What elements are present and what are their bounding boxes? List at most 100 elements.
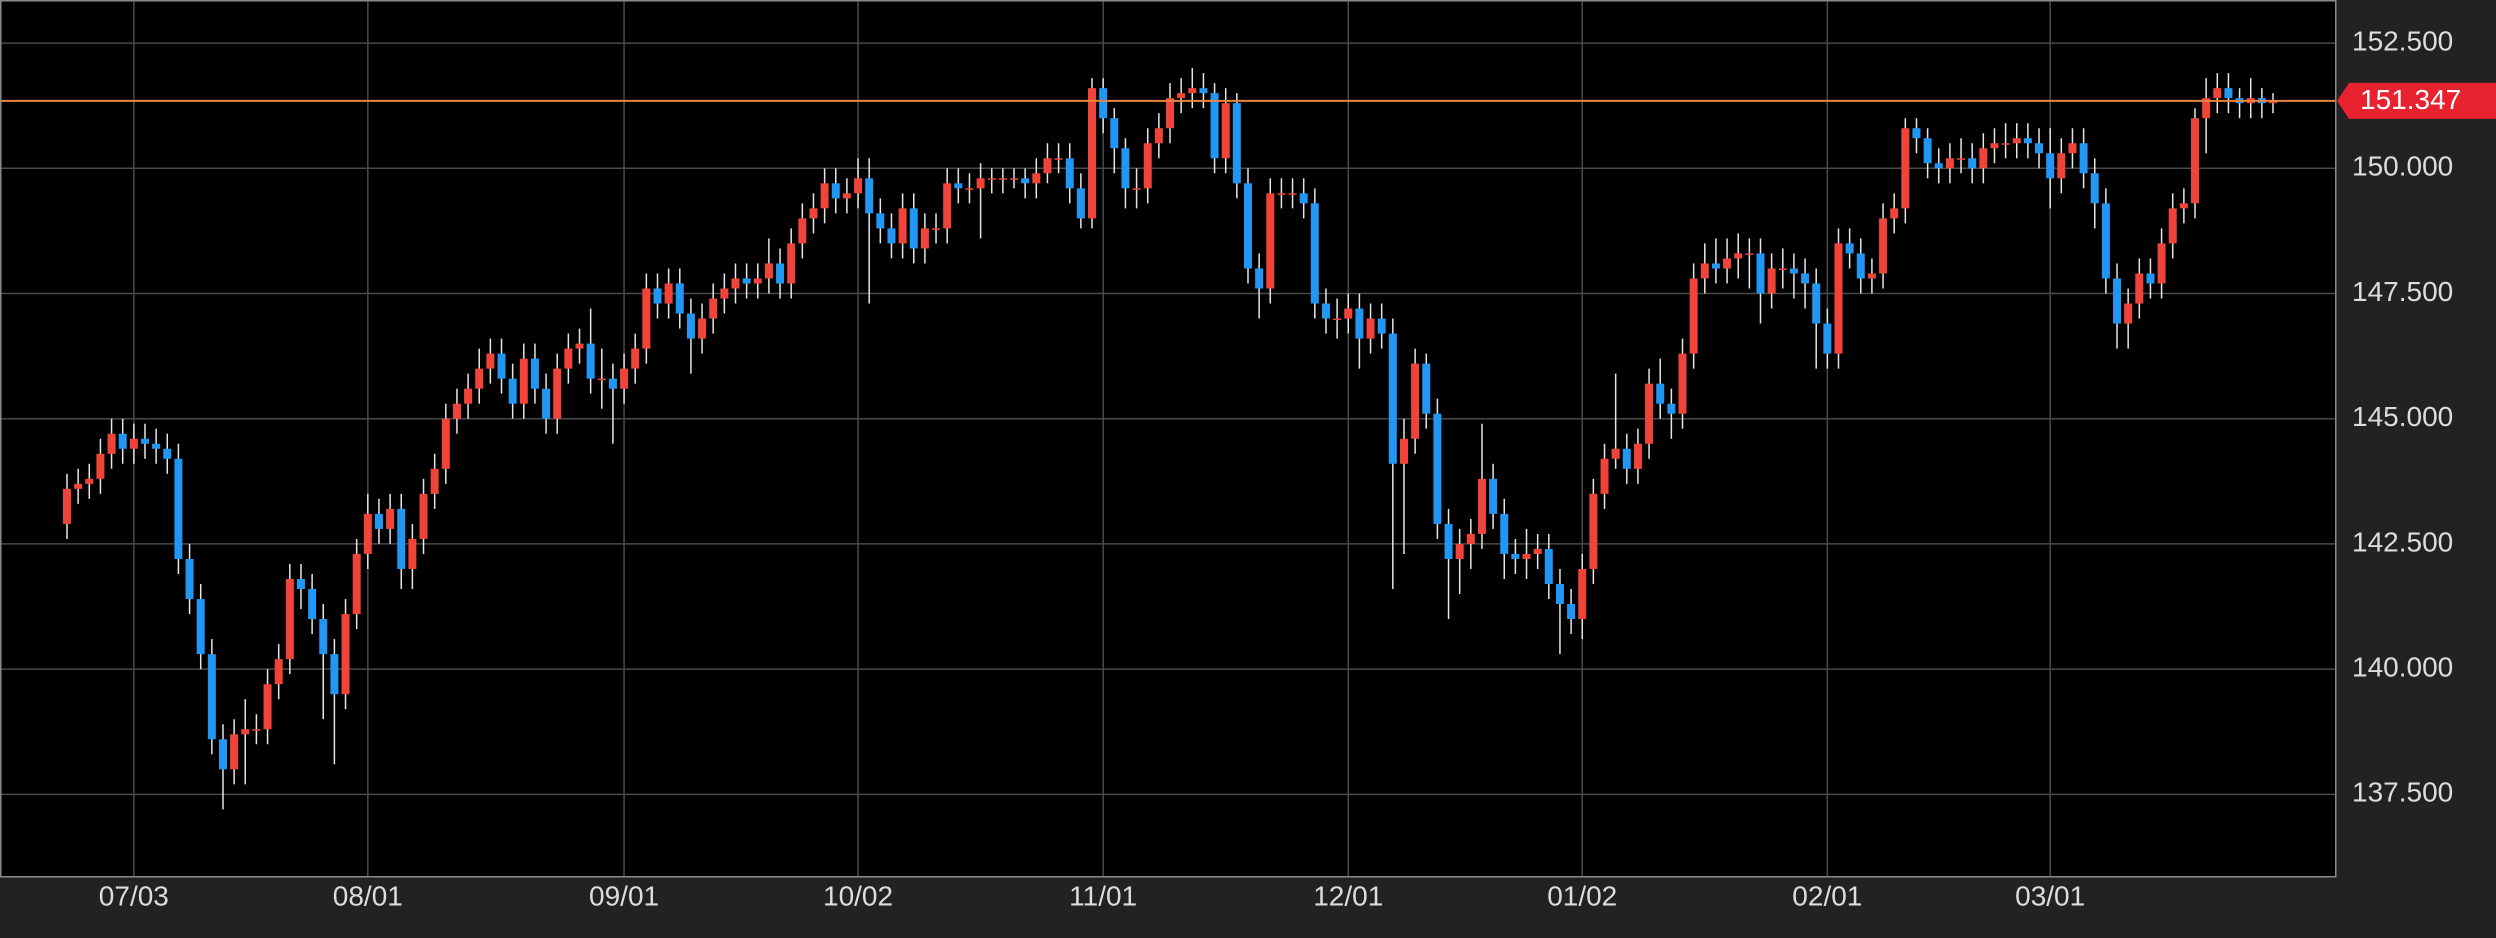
candle-body <box>1778 268 1787 270</box>
candle-body <box>2124 303 2133 324</box>
candle-body <box>530 358 539 389</box>
candle-body <box>1901 128 1910 209</box>
candle-body <box>241 729 250 735</box>
candle-body <box>1065 158 1074 189</box>
candle-body <box>430 468 439 494</box>
candle-body <box>998 178 1007 180</box>
candle-body <box>865 178 874 214</box>
candle-body <box>230 734 239 770</box>
candle-body <box>1199 88 1208 94</box>
candle-body <box>285 578 294 660</box>
x-tick-label: 07/03 <box>99 880 169 911</box>
candle-body <box>140 438 149 444</box>
y-tick-label: 137.500 <box>2352 777 2453 808</box>
candle-body <box>1934 163 1943 169</box>
candle-body <box>1121 148 1130 189</box>
candle-body <box>1043 158 1052 174</box>
candle-body <box>2202 98 2211 119</box>
candle-body <box>464 388 473 404</box>
candle-body <box>1032 173 1041 184</box>
candle-body <box>2213 88 2222 99</box>
candle-body <box>920 228 929 249</box>
candle-body <box>1054 158 1063 160</box>
candle-body <box>274 659 283 685</box>
candle-body <box>1210 93 1219 159</box>
candle-body <box>1734 253 1743 259</box>
candle-body <box>1355 308 1364 339</box>
candle-body <box>152 443 161 449</box>
candle-body <box>1021 178 1030 184</box>
candle-body <box>965 188 974 190</box>
candle-body <box>1667 403 1676 414</box>
candle-body <box>330 654 339 695</box>
candle-body <box>1232 103 1241 184</box>
candle-body <box>1299 193 1308 204</box>
candle-body <box>308 589 317 620</box>
candle-body <box>876 213 885 229</box>
y-tick-label: 142.500 <box>2352 526 2453 557</box>
candle-body <box>1678 353 1687 414</box>
plot-border <box>0 0 2337 878</box>
candle-body <box>508 378 517 404</box>
candle-body <box>85 478 94 484</box>
candle-body <box>1310 203 1319 304</box>
candle-body <box>1789 268 1798 274</box>
candle-body <box>976 178 985 189</box>
candle-body <box>842 193 851 199</box>
candle-body <box>1711 263 1720 269</box>
candle-body <box>1489 478 1498 514</box>
candle-body <box>597 378 606 381</box>
candle-body <box>1912 128 1921 139</box>
candle-body <box>1344 308 1353 319</box>
candle-body <box>1633 443 1642 469</box>
candle-body <box>1110 118 1119 149</box>
candle-body <box>553 368 562 419</box>
y-tick-label: 147.500 <box>2352 276 2453 307</box>
candle-body <box>1879 218 1888 274</box>
candle-body <box>608 378 617 389</box>
candle-body <box>475 368 484 389</box>
candle-body <box>1645 383 1654 444</box>
candle-body <box>2157 243 2166 284</box>
candle-body <box>1689 278 1698 354</box>
candle-body <box>1990 143 1999 149</box>
candle-body <box>943 183 952 229</box>
candle-body <box>1366 318 1375 339</box>
candle-body <box>129 438 138 449</box>
candle-body <box>1500 513 1509 554</box>
candle-body <box>653 288 662 304</box>
candle-body <box>631 348 640 369</box>
y-tick-label: 140.000 <box>2352 652 2453 683</box>
candle-body <box>1277 193 1286 195</box>
candle-body <box>1243 183 1252 269</box>
candle-body <box>1433 413 1442 524</box>
candle-body <box>1856 253 1865 279</box>
candle-body <box>2001 143 2010 145</box>
candle-body <box>2101 203 2110 279</box>
candle-body <box>809 208 818 219</box>
candle-body <box>1656 383 1665 404</box>
candle-body <box>2068 143 2077 154</box>
candle-body <box>1622 448 1631 469</box>
candle-body <box>987 178 996 180</box>
candle-body <box>1845 243 1854 254</box>
candle-body <box>2168 208 2177 244</box>
candle-body <box>664 283 673 304</box>
candle-body <box>1968 158 1977 169</box>
candle-body <box>1377 318 1386 334</box>
candle-body <box>1600 458 1609 494</box>
candle-body <box>497 353 506 379</box>
candle-body <box>1088 88 1097 219</box>
candle-body <box>586 343 595 379</box>
candle-body <box>419 493 428 539</box>
candle-body <box>1812 283 1821 324</box>
candle-body <box>1823 323 1832 354</box>
price-label: 151.347 <box>2360 84 2461 115</box>
candle-body <box>118 433 127 449</box>
candle-body <box>1166 98 1174 129</box>
candle-body <box>196 599 205 655</box>
candle-body <box>2113 278 2122 324</box>
candle-body <box>1756 253 1765 294</box>
candle-body <box>1578 568 1587 620</box>
